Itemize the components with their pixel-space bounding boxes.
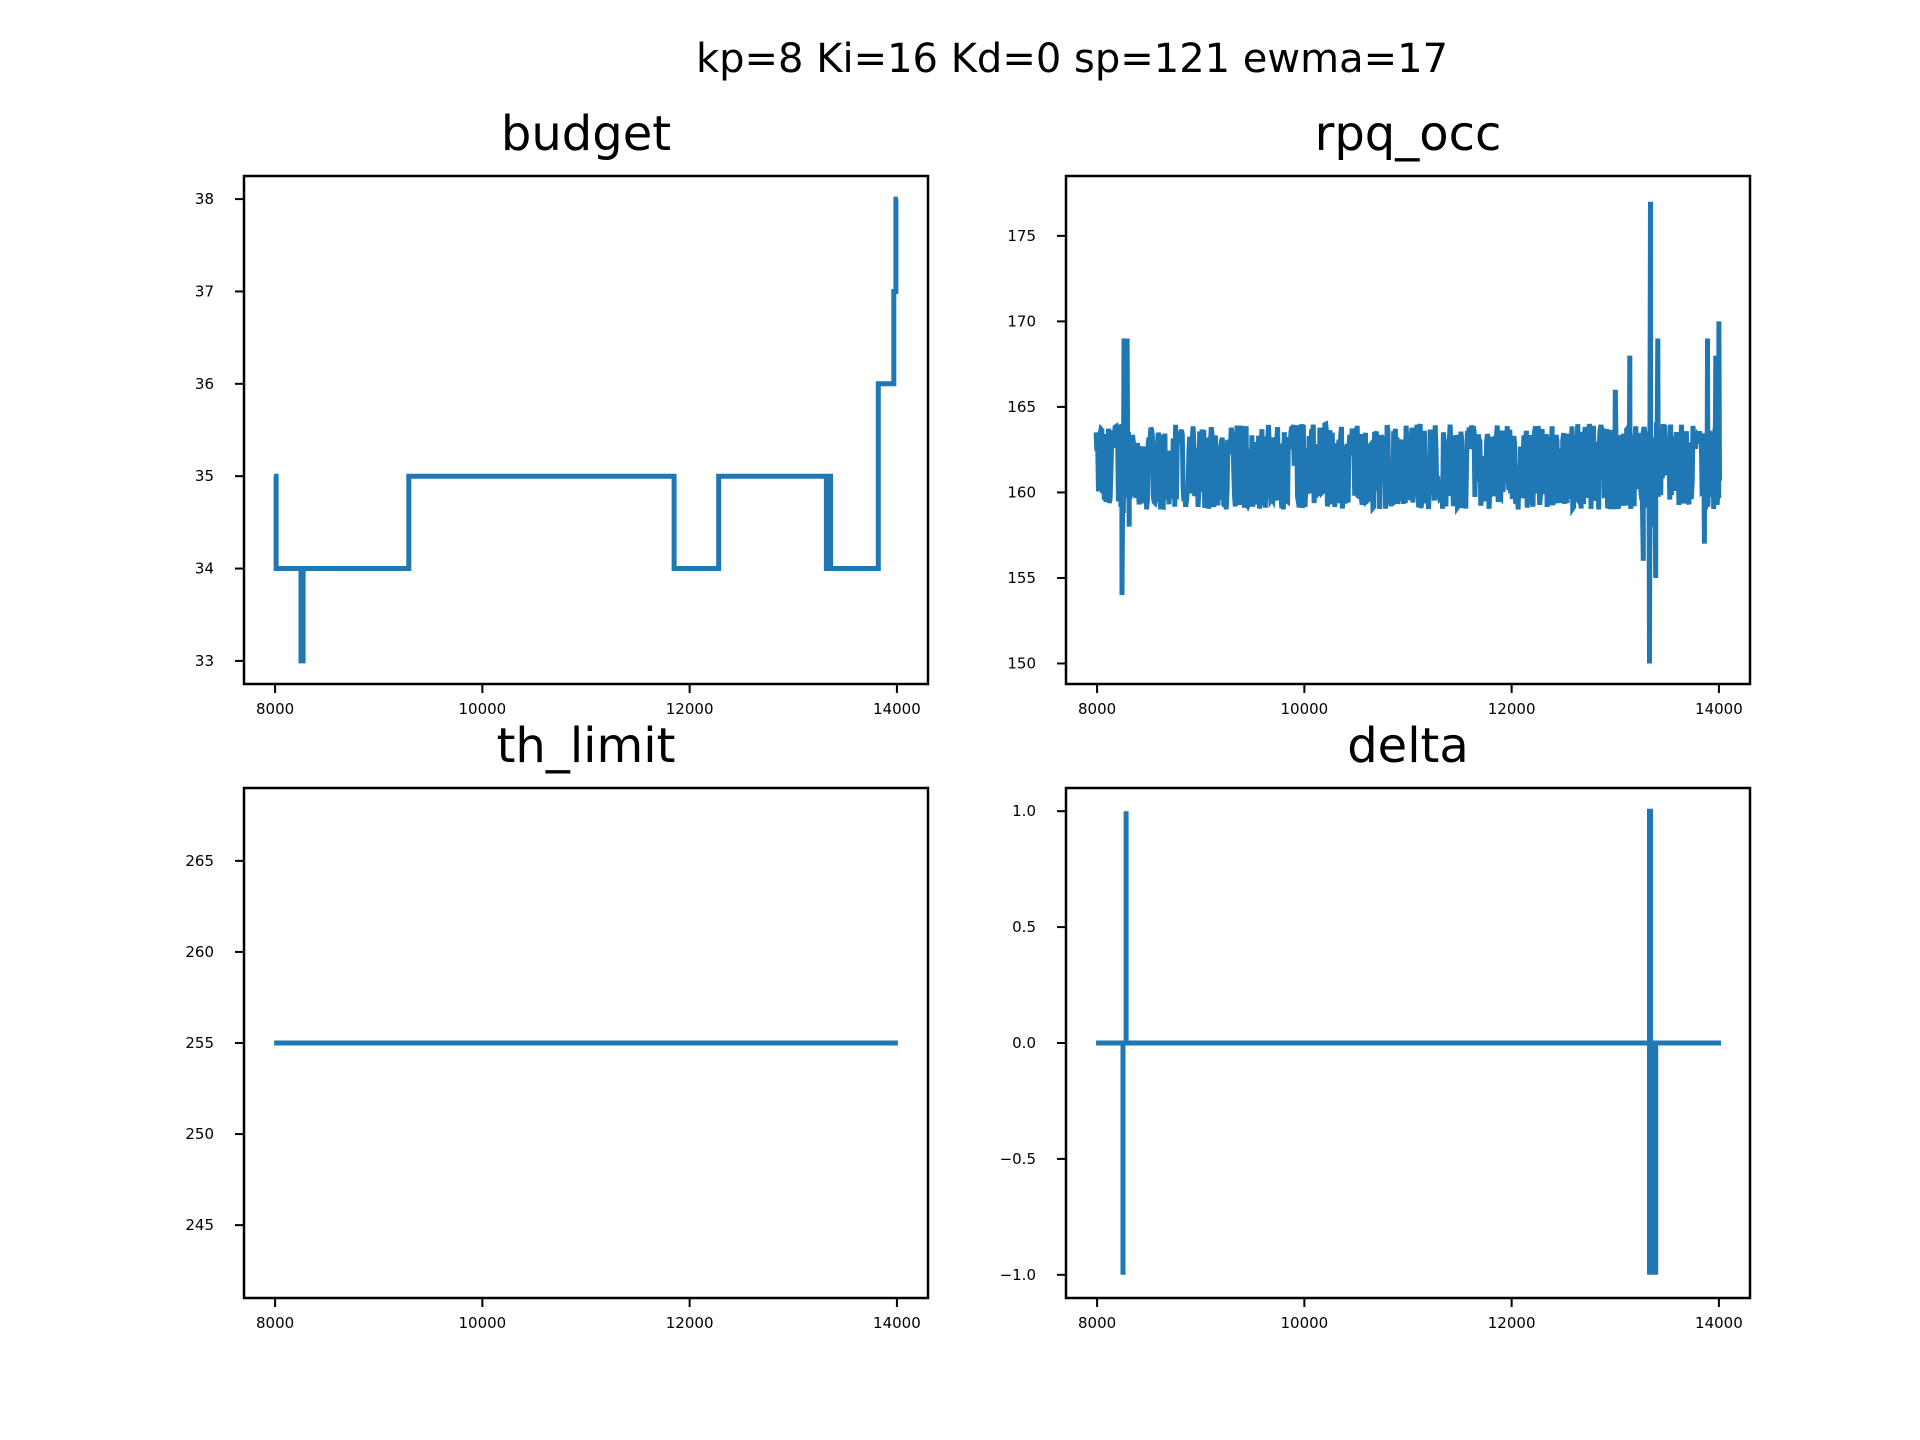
y-tick-label: 37 (195, 282, 214, 300)
y-tick-label: 33 (195, 652, 214, 670)
x-tick-label: 12000 (666, 1314, 714, 1332)
x-tick-label: 10000 (1281, 700, 1329, 718)
series-group (1096, 808, 1721, 1275)
y-tick-label: 250 (185, 1125, 214, 1143)
axes-frame (242, 174, 930, 686)
series-line-delta (1096, 808, 1721, 1275)
y-tick-label: 0.5 (1012, 918, 1036, 936)
subplot-rpq-occ: rpq_occ 8000 10000 12000 14000 150 155 160 165 17… (1007, 106, 1752, 718)
x-tick-label: 14000 (1695, 1314, 1743, 1332)
y-tick-label: 38 (195, 190, 214, 208)
subplot-title: delta (1347, 718, 1469, 774)
x-tick-label: 8000 (256, 1314, 294, 1332)
y-tick-label: 150 (1007, 654, 1036, 672)
x-tick-label: 8000 (256, 700, 294, 718)
y-tick-label: 170 (1007, 312, 1036, 330)
y-tick-label: −0.5 (1000, 1150, 1036, 1168)
y-tick-label: 34 (195, 560, 214, 578)
subplot-title: th_limit (497, 718, 676, 774)
x-tick-label: 14000 (873, 700, 921, 718)
series-line-rpq-occ (1093, 201, 1722, 664)
subplot-delta: delta 8000 10000 12000 14000 −1.0 −0.5 0.0 0.5 1.… (1000, 718, 1752, 1332)
x-tick-label: 10000 (459, 1314, 507, 1332)
y-tick-label: 35 (195, 467, 214, 485)
x-tick-label: 8000 (1078, 1314, 1116, 1332)
y-tick-label: 175 (1007, 227, 1036, 245)
y-tick-label: 265 (185, 852, 214, 870)
subplot-budget: budget 8000 10000 12000 14000 33 34 35 36 37 38 (195, 106, 930, 718)
y-tick-label: 36 (195, 375, 214, 393)
subplot-grid: budget 8000 10000 12000 14000 33 34 35 36 37 38 rpq… (185, 106, 1752, 1332)
y-tick-label: 260 (185, 943, 214, 961)
x-tick-label: 12000 (1488, 1314, 1536, 1332)
series-group (1093, 201, 1722, 664)
y-tick-label: 245 (185, 1216, 214, 1234)
x-tick-label: 14000 (1695, 700, 1743, 718)
y-tick-label: 155 (1007, 569, 1036, 587)
y-tick-label: 160 (1007, 483, 1036, 501)
x-tick-label: 12000 (666, 700, 714, 718)
series-group (273, 196, 899, 664)
subplot-title: rpq_occ (1315, 106, 1502, 162)
y-tick-label: 0.0 (1012, 1034, 1036, 1052)
series-line-budget (273, 196, 899, 664)
y-tick-label: 1.0 (1012, 802, 1036, 820)
x-tick-label: 12000 (1488, 700, 1536, 718)
figure-suptitle: kp=8 Ki=16 Kd=0 sp=121 ewma=17 (696, 36, 1448, 82)
x-tick-label: 8000 (1078, 700, 1116, 718)
axes-frame (1064, 174, 1752, 686)
y-tick-label: 255 (185, 1034, 214, 1052)
y-tick-label: −1.0 (1000, 1266, 1036, 1284)
subplot-title: budget (501, 106, 671, 162)
x-tick-label: 10000 (459, 700, 507, 718)
x-tick-label: 10000 (1281, 1314, 1329, 1332)
subplot-th-limit: th_limit 8000 10000 12000 14000 245 250 255 260 2… (185, 718, 930, 1332)
y-tick-label: 165 (1007, 398, 1036, 416)
x-tick-label: 14000 (873, 1314, 921, 1332)
